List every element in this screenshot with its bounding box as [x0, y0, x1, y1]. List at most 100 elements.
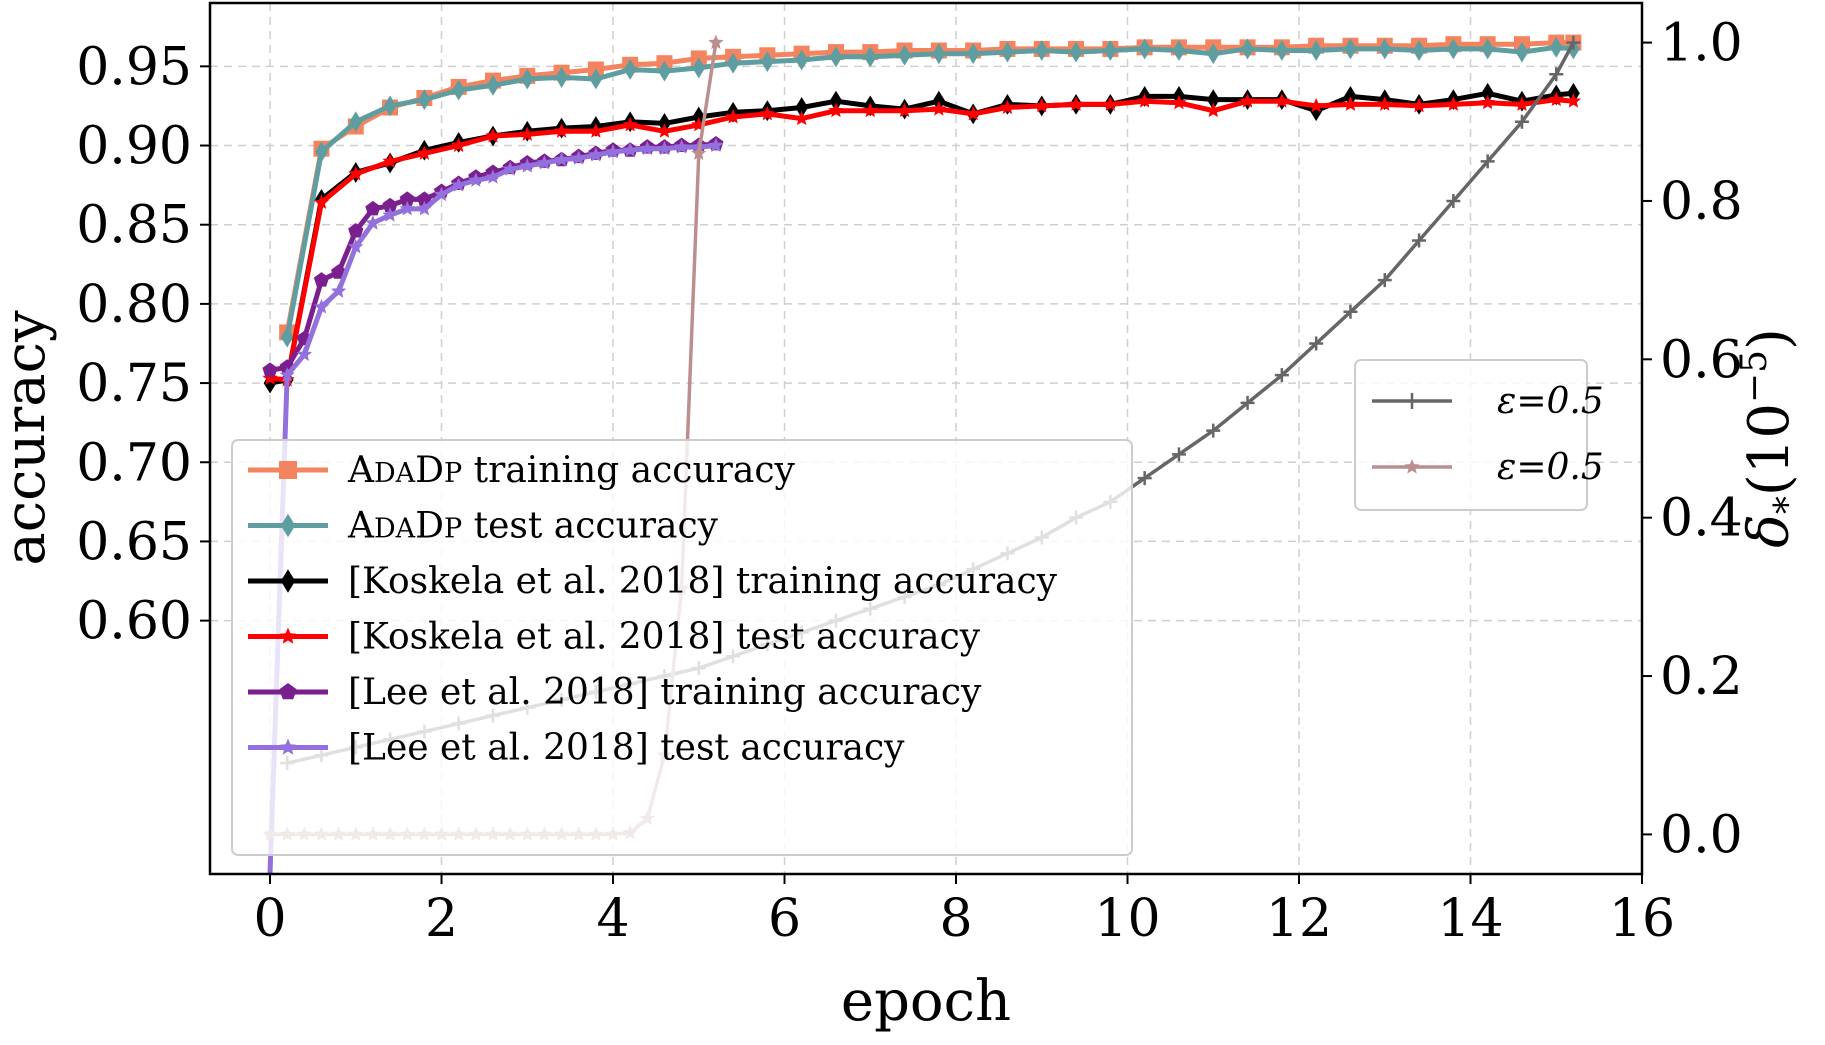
data-point: [1377, 273, 1392, 288]
legend-left-item: [Lee et al. 2018] training accuracy: [248, 672, 982, 713]
data-point: [1548, 91, 1564, 107]
data-point: [416, 191, 432, 206]
data-point: [622, 142, 638, 157]
data-point: [1549, 67, 1564, 82]
data-point: [313, 272, 330, 287]
legend-label: ADADP training accuracy: [347, 450, 795, 491]
x-axis-title: epoch: [841, 969, 1011, 1034]
legend-label: ADADP test accuracy: [347, 506, 719, 547]
data-point: [674, 139, 690, 154]
data-point: [1102, 96, 1118, 111]
data-point: [623, 59, 637, 80]
data-point: [1205, 102, 1221, 118]
data-point: [313, 194, 330, 210]
x-tick-label: 8: [939, 889, 972, 949]
data-point: [795, 97, 809, 118]
series-1: [280, 36, 1580, 348]
data-point: [1171, 94, 1187, 110]
data-point: [794, 110, 810, 126]
data-point: [1240, 395, 1255, 410]
data-point: [1565, 93, 1582, 108]
data-point: [1549, 36, 1563, 58]
data-point: [862, 102, 878, 118]
data-point: [452, 79, 466, 101]
data-point: [399, 191, 415, 206]
data-point: [382, 207, 398, 222]
data-point: [863, 46, 877, 68]
data-point: [1446, 38, 1460, 60]
data-point: [433, 186, 450, 202]
data-point: [1514, 114, 1529, 129]
legend-left-item: ADADP training accuracy: [248, 450, 795, 491]
data-point: [571, 150, 587, 165]
legend-left-item: [Koskela et al. 2018] training accuracy: [248, 561, 1058, 602]
legend-right-item: ε=0.5: [1372, 447, 1604, 488]
data-point: [1515, 41, 1529, 63]
data-point: [536, 154, 553, 170]
data-point: [1138, 38, 1152, 60]
data-point: [485, 169, 501, 184]
legend-left-item: [Koskela et al. 2018] test accuracy: [248, 617, 981, 658]
data-point: [1481, 38, 1495, 60]
data-point: [656, 123, 673, 138]
legend-left-item: [Lee et al. 2018] test accuracy: [248, 728, 905, 769]
data-point: [416, 200, 432, 216]
x-tick-label: 16: [1609, 889, 1675, 949]
y-tick-label-right: 0.8: [1660, 172, 1743, 232]
data-point: [331, 283, 347, 298]
data-point: [1378, 38, 1392, 60]
data-point: [691, 145, 707, 160]
data-point: [280, 569, 296, 593]
y-axis-title-left: accuracy: [0, 310, 58, 566]
x-tick-label: 0: [253, 889, 286, 949]
data-point: [468, 172, 484, 187]
data-point: [1171, 447, 1186, 462]
data-point: [1068, 96, 1084, 111]
y-axis-title-right-close: ): [1737, 328, 1802, 350]
data-point: [502, 161, 518, 176]
data-point: [1206, 89, 1220, 111]
y-tick-label-left: 0.95: [76, 37, 192, 97]
data-point: [519, 126, 535, 141]
data-point: [639, 140, 655, 156]
y-tick-label-right: 0.6: [1660, 330, 1743, 390]
data-point: [1480, 154, 1495, 169]
data-point: [1069, 41, 1083, 63]
data-point: [656, 140, 673, 156]
data-point: [486, 74, 500, 96]
data-point: [485, 128, 501, 143]
data-point: [296, 346, 312, 362]
data-point: [1206, 43, 1220, 65]
data-point: [279, 683, 297, 700]
data-point: [555, 67, 568, 88]
data-point: [451, 177, 467, 192]
data-point: [416, 145, 432, 160]
data-point: [708, 34, 724, 50]
data-point: [383, 95, 397, 117]
data-point: [349, 111, 363, 133]
y-axis-title-right-exp: −5: [1734, 350, 1775, 403]
data-point: [553, 151, 570, 167]
data-point: [1309, 336, 1324, 351]
data-point: [1206, 423, 1221, 438]
legend-label: [Lee et al. 2018] training accuracy: [348, 672, 982, 713]
data-point: [1343, 304, 1358, 319]
data-point: [1103, 40, 1117, 61]
x-tick-label: 12: [1266, 889, 1332, 949]
data-point: [588, 123, 604, 138]
data-point: [1445, 96, 1461, 111]
y-axis-title-right: δ*(10−5): [1734, 328, 1809, 548]
data-point: [708, 137, 724, 152]
legend-label: ε=0.5: [1497, 447, 1604, 488]
data-point: [1274, 368, 1289, 383]
data-point: [726, 52, 740, 74]
data-point: [279, 461, 297, 479]
data-point: [658, 60, 671, 82]
y-tick-label-left: 0.90: [76, 117, 192, 177]
y-tick-label-left: 0.70: [76, 433, 192, 493]
legend-right-item: ε=0.5: [1372, 381, 1604, 422]
data-point: [280, 326, 294, 348]
y-tick-label-right: 0.0: [1660, 805, 1743, 865]
data-point: [1241, 38, 1254, 60]
data-point: [1239, 93, 1256, 108]
